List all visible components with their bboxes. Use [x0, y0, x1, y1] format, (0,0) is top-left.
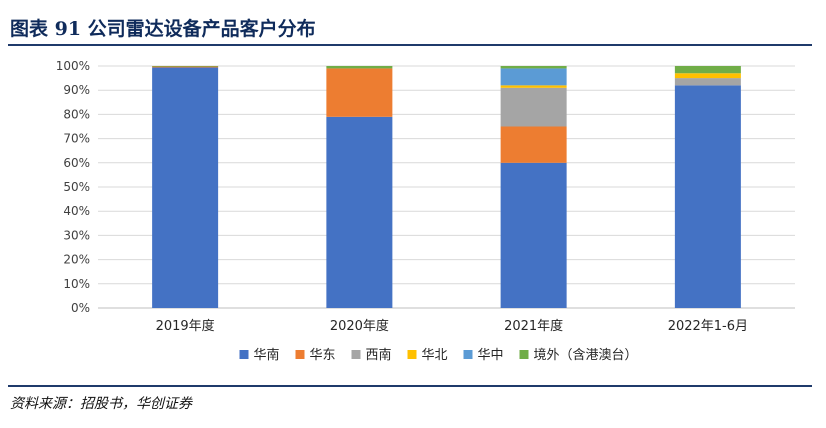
x-tick-label: 2021年度 — [504, 318, 563, 334]
y-tick-label: 10% — [63, 277, 90, 291]
y-tick-label: 20% — [63, 253, 90, 267]
bar-segment — [326, 68, 393, 117]
y-tick-label: 100% — [56, 59, 90, 73]
bar-segment — [152, 66, 219, 67]
x-tick-label: 2022年1-6月 — [668, 319, 748, 334]
bar-segment — [674, 73, 741, 79]
legend-swatch — [351, 350, 361, 359]
page-title: 图表 91 公司雷达设备产品客户分布 — [10, 18, 316, 40]
bar-segment — [326, 66, 393, 69]
bar-segment — [500, 66, 567, 69]
legend-label: 华北 — [422, 348, 448, 363]
source-divider — [8, 385, 812, 387]
legend-label: 华中 — [478, 348, 504, 363]
legend-swatch — [407, 350, 417, 359]
x-tick-label: 2020年度 — [330, 318, 389, 334]
bar-segment — [674, 85, 741, 308]
bar-segment — [500, 162, 567, 308]
bar-segment — [674, 78, 741, 86]
legend-swatch — [239, 350, 249, 359]
y-tick-label: 70% — [63, 132, 90, 146]
y-tick-label: 0% — [71, 301, 90, 315]
legend-label: 华南 — [254, 347, 280, 363]
bar-segment — [500, 68, 567, 86]
y-tick-label: 80% — [63, 107, 90, 121]
source-note: 资料来源：招股书，华创证券 — [10, 396, 192, 412]
legend-label: 西南 — [366, 347, 392, 363]
y-tick-label: 60% — [63, 156, 90, 170]
bar-segment — [500, 85, 567, 88]
y-tick-label: 30% — [63, 228, 90, 242]
y-tick-label: 40% — [63, 204, 90, 218]
bar-segment — [326, 116, 393, 308]
legend-swatch — [463, 350, 473, 359]
title-bar: 图表 91 公司雷达设备产品客户分布 — [8, 10, 812, 46]
bar-segment — [152, 66, 219, 68]
legend-label: 华东 — [310, 348, 336, 363]
legend-swatch — [295, 350, 305, 359]
y-tick-label: 90% — [63, 83, 90, 97]
x-tick-label: 2019年度 — [156, 318, 215, 334]
legend-swatch — [519, 350, 529, 359]
bar-segment — [500, 87, 567, 127]
bar-segment — [674, 66, 741, 74]
bar-segment — [152, 67, 219, 308]
y-tick-label: 50% — [63, 180, 90, 194]
bar-segment — [500, 126, 567, 163]
stacked-bar-chart: 0% 10% 20% 30% 40% 50% 60% 70% 80% 90% 100% 2019年度 2… — [56, 59, 795, 363]
legend-label: 境外（含港澳台） — [534, 347, 638, 363]
